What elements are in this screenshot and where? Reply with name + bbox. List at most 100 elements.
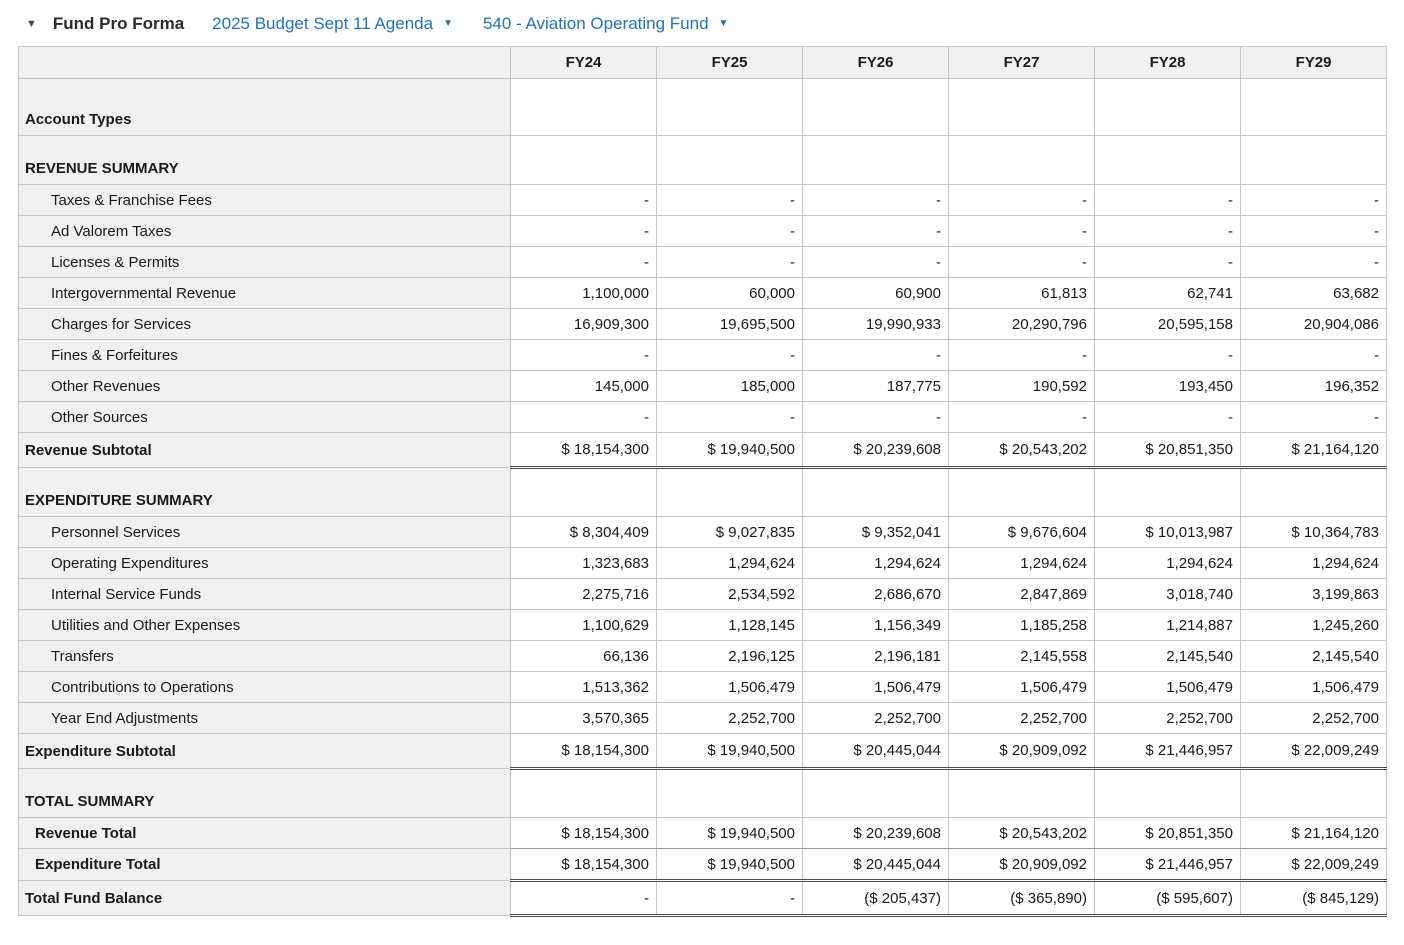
value-cell-fy24 (510, 78, 657, 136)
value-cell-fy24: 1,100,629 (510, 609, 657, 641)
value-cell-fy28: 3,018,740 (1094, 578, 1241, 610)
value-cell-fy26: 2,196,181 (802, 640, 949, 672)
row-label: Taxes & Franchise Fees (18, 184, 511, 216)
value-cell-fy26: - (802, 184, 949, 216)
value-cell-fy29: $ 10,364,783 (1240, 516, 1387, 548)
value-cell-fy28: 1,506,479 (1094, 671, 1241, 703)
table-row-year-end-adjustments: Year End Adjustments 3,570,365 2,252,700 2,… (18, 702, 1387, 734)
collapse-caret-icon[interactable]: ▼ (26, 17, 37, 30)
value-cell-fy27: 2,252,700 (948, 702, 1095, 734)
value-cell-fy29: ($ 845,129) (1240, 880, 1387, 917)
value-cell-fy25: $ 19,940,500 (656, 848, 803, 882)
value-cell-fy27: ($ 365,890) (948, 880, 1095, 917)
table-row-expenditure-total: Expenditure Total $ 18,154,300 $ 19,940,50… (18, 848, 1387, 882)
value-cell-fy25: $ 19,940,500 (656, 733, 803, 770)
value-cell-fy26: ($ 205,437) (802, 880, 949, 917)
value-cell-fy27: $ 20,543,202 (948, 432, 1095, 469)
value-cell-fy29: - (1240, 401, 1387, 433)
value-cell-fy24: - (510, 246, 657, 278)
value-cell-fy28: - (1094, 401, 1241, 433)
row-label: Ad Valorem Taxes (18, 215, 511, 247)
value-cell-fy27: 1,506,479 (948, 671, 1095, 703)
value-cell-fy24: 3,570,365 (510, 702, 657, 734)
value-cell-fy29: - (1240, 184, 1387, 216)
value-cell-fy24: - (510, 880, 657, 917)
value-cell-fy27: 2,847,869 (948, 578, 1095, 610)
value-cell-fy28: - (1094, 215, 1241, 247)
value-cell-fy29 (1240, 78, 1387, 136)
value-cell-fy24: $ 8,304,409 (510, 516, 657, 548)
value-cell-fy27: $ 20,909,092 (948, 848, 1095, 882)
fund-dropdown[interactable]: 540 - Aviation Operating Fund ▼ (483, 14, 728, 34)
value-cell-fy28: $ 21,446,957 (1094, 848, 1241, 882)
value-cell-fy25: $ 19,940,500 (656, 432, 803, 469)
value-cell-fy25: 1,294,624 (656, 547, 803, 579)
value-cell-fy29 (1240, 467, 1387, 517)
row-label: TOTAL SUMMARY (18, 768, 511, 818)
value-cell-fy29: 196,352 (1240, 370, 1387, 402)
value-cell-fy25: 1,128,145 (656, 609, 803, 641)
value-cell-fy26: - (802, 401, 949, 433)
row-label: Year End Adjustments (18, 702, 511, 734)
value-cell-fy29: 63,682 (1240, 277, 1387, 309)
value-cell-fy28: 2,252,700 (1094, 702, 1241, 734)
row-label: Revenue Subtotal (18, 432, 511, 468)
value-cell-fy26: $ 20,239,608 (802, 432, 949, 469)
chevron-down-icon: ▼ (443, 18, 453, 29)
value-cell-fy25: - (656, 339, 803, 371)
value-cell-fy26: 60,900 (802, 277, 949, 309)
page-title: Fund Pro Forma (52, 14, 185, 33)
row-label: Operating Expenditures (18, 547, 511, 579)
value-cell-fy29: $ 22,009,249 (1240, 733, 1387, 770)
value-cell-fy25: $ 19,940,500 (656, 817, 803, 849)
row-label: Expenditure Total (18, 848, 511, 881)
value-cell-fy25: 1,506,479 (656, 671, 803, 703)
value-cell-fy24 (510, 135, 657, 185)
row-label: Intergovernmental Revenue (18, 277, 511, 309)
value-cell-fy26: 2,252,700 (802, 702, 949, 734)
pro-forma-table: FY24 FY25 FY26 FY27 FY28 FY29 Account Types RE… (18, 46, 1387, 917)
value-cell-fy29 (1240, 135, 1387, 185)
value-cell-fy27 (948, 467, 1095, 517)
budget-dropdown[interactable]: 2025 Budget Sept 11 Agenda ▼ (212, 14, 453, 34)
value-cell-fy24: 145,000 (510, 370, 657, 402)
fund-dropdown-label: 540 - Aviation Operating Fund (482, 14, 709, 33)
value-cell-fy25: - (656, 246, 803, 278)
value-cell-fy24: $ 18,154,300 (510, 432, 657, 469)
chevron-down-icon: ▼ (718, 18, 729, 29)
value-cell-fy28: - (1094, 246, 1241, 278)
value-cell-fy28: $ 10,013,987 (1094, 516, 1241, 548)
value-cell-fy24: - (510, 401, 657, 433)
value-cell-fy25 (656, 768, 803, 818)
value-cell-fy27: 2,145,558 (948, 640, 1095, 672)
value-cell-fy26: 187,775 (802, 370, 949, 402)
value-cell-fy25: 60,000 (656, 277, 803, 309)
table-row-licenses-permits: Licenses & Permits - - - - - - (18, 246, 1387, 278)
value-cell-fy29 (1240, 768, 1387, 818)
table-row-account-types: Account Types (18, 78, 1387, 136)
value-cell-fy26 (802, 467, 949, 517)
row-label: Revenue Total (18, 817, 511, 849)
table-row-expenditure-summary: EXPENDITURE SUMMARY (18, 467, 1387, 517)
value-cell-fy25: - (656, 401, 803, 433)
value-cell-fy29: $ 21,164,120 (1240, 432, 1387, 469)
table-row-internal-service-funds: Internal Service Funds 2,275,716 2,534,592… (18, 578, 1387, 610)
value-cell-fy24: $ 18,154,300 (510, 817, 657, 849)
value-cell-fy27: $ 20,909,092 (948, 733, 1095, 770)
value-cell-fy26: - (802, 246, 949, 278)
value-cell-fy26: 1,156,349 (802, 609, 949, 641)
row-label: Account Types (18, 78, 511, 136)
value-cell-fy27: - (948, 401, 1095, 433)
column-header-fy26: FY26 (802, 46, 949, 79)
value-cell-fy26: $ 9,352,041 (802, 516, 949, 548)
value-cell-fy28: - (1094, 339, 1241, 371)
row-label: Licenses & Permits (18, 246, 511, 278)
value-cell-fy29: 1,294,624 (1240, 547, 1387, 579)
value-cell-fy27: 1,185,258 (948, 609, 1095, 641)
value-cell-fy27: - (948, 184, 1095, 216)
value-cell-fy24: $ 18,154,300 (510, 733, 657, 770)
value-cell-fy24: - (510, 215, 657, 247)
value-cell-fy25 (656, 135, 803, 185)
row-label: Total Fund Balance (18, 880, 511, 916)
value-cell-fy25: - (656, 184, 803, 216)
